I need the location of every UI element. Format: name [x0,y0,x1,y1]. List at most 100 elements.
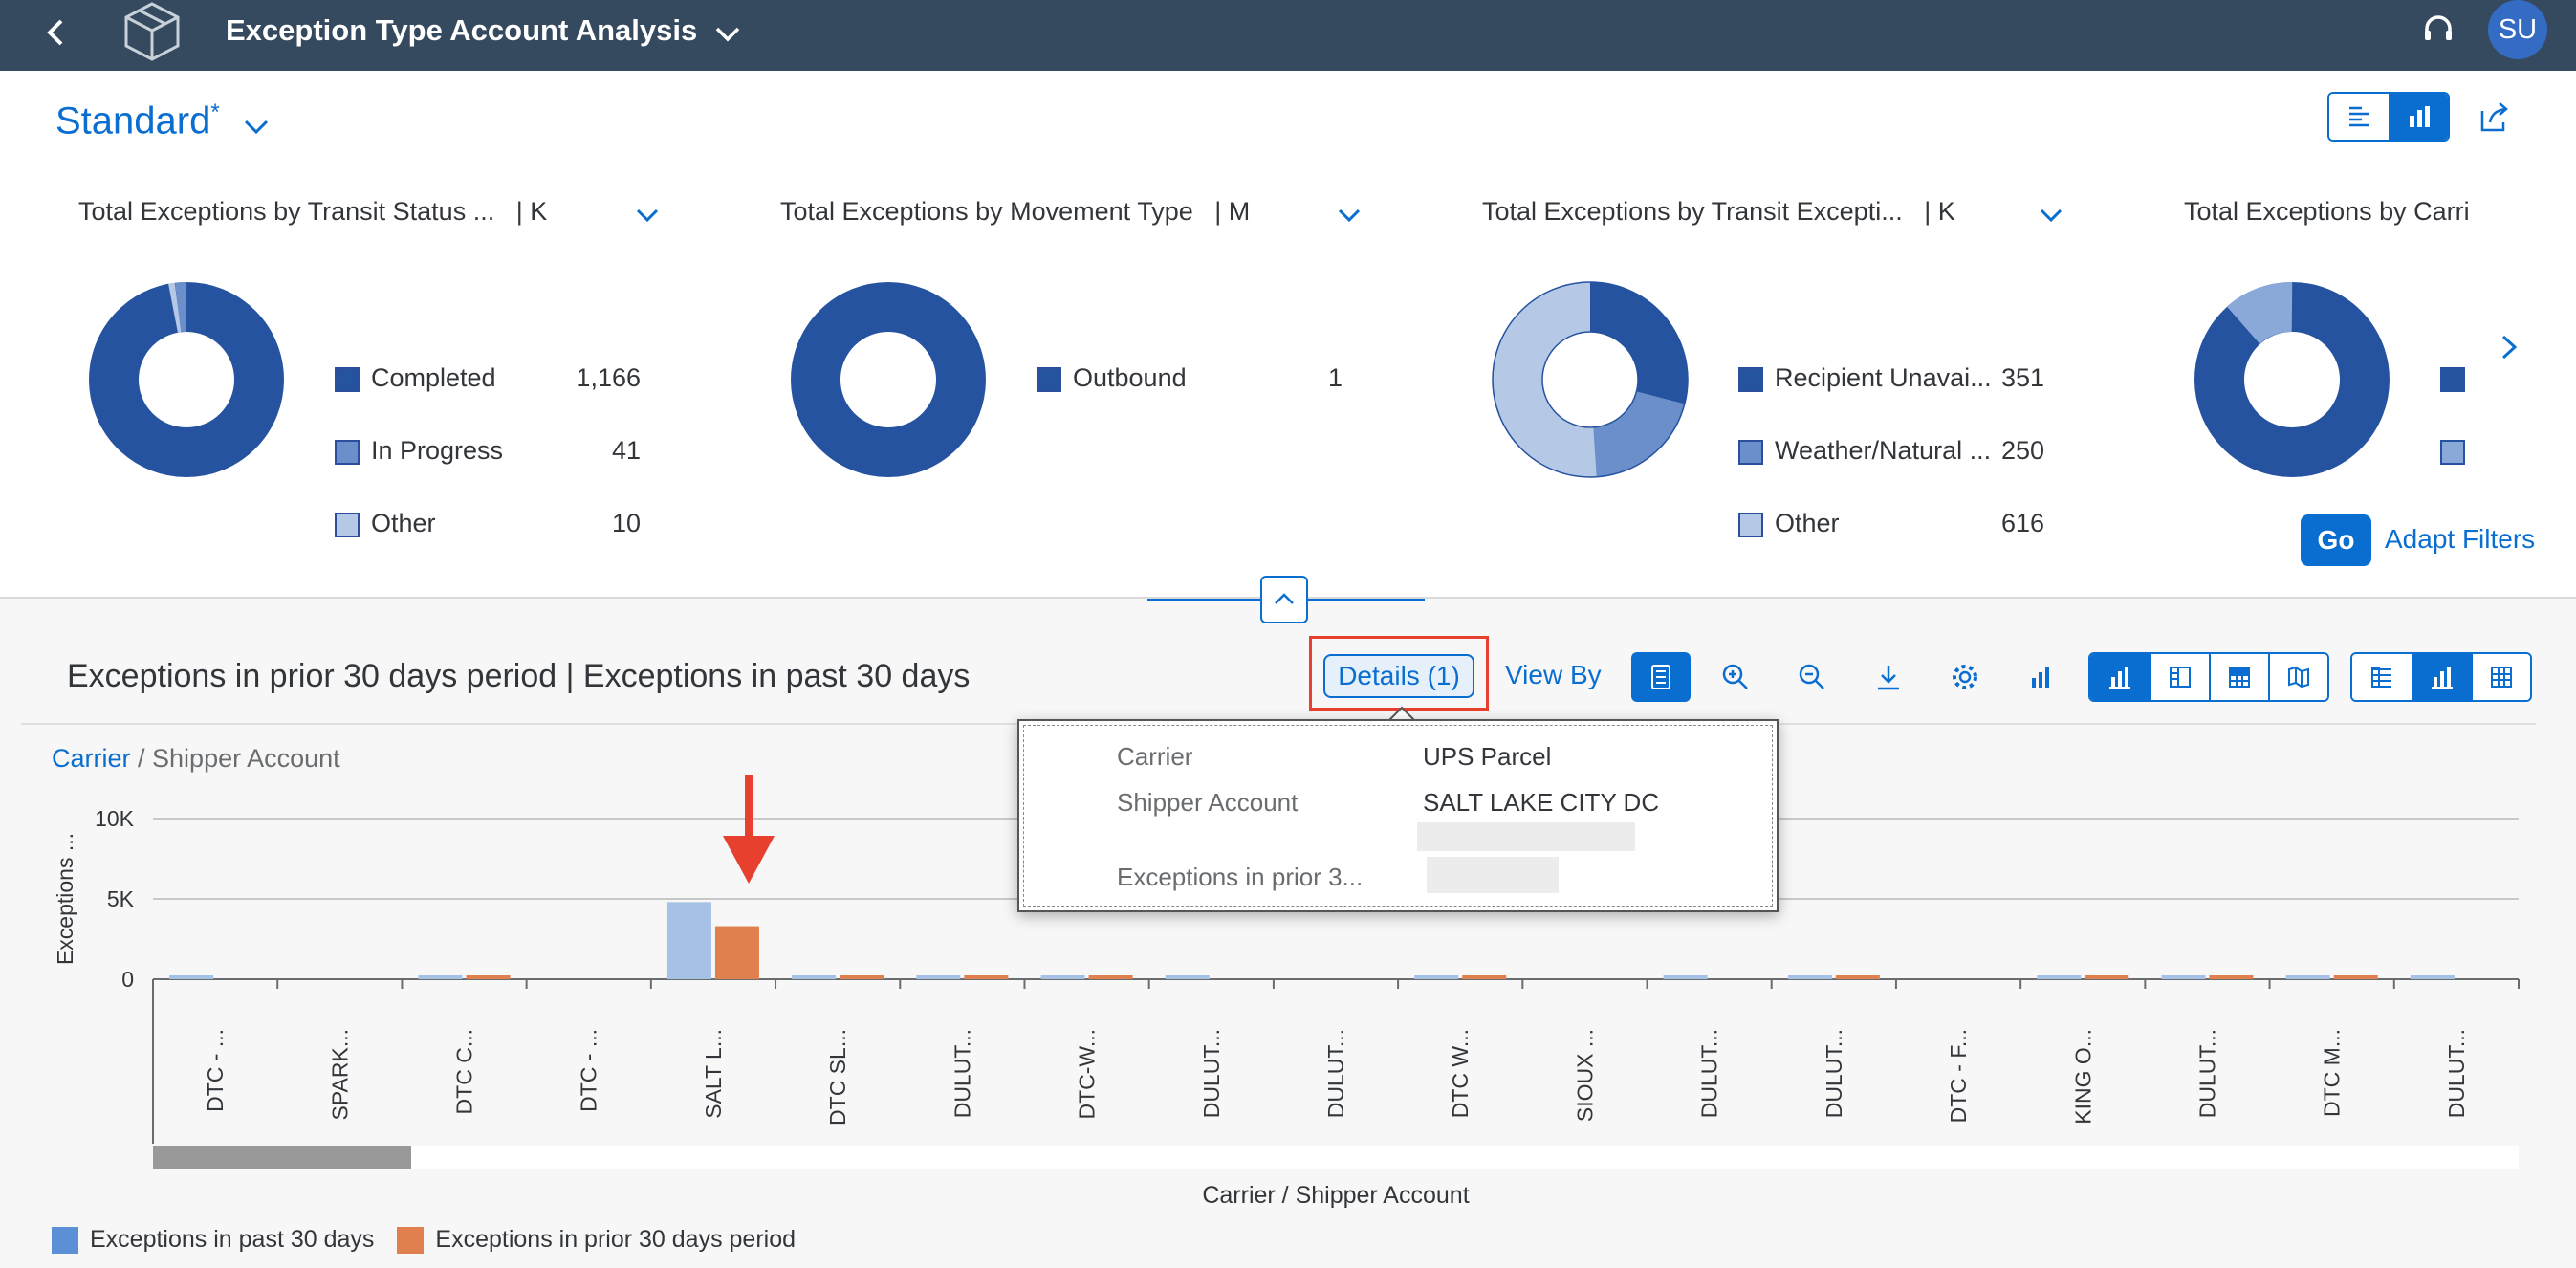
legend-value: 250 [2000,436,2044,465]
bar[interactable] [840,975,884,979]
table-view-button[interactable] [2352,654,2412,700]
bar[interactable] [169,975,214,979]
zoom-in-button[interactable] [1706,652,1765,702]
legend-value: 1 [1327,363,1343,392]
legend-item[interactable]: Other 616 [1738,507,2063,545]
go-button[interactable]: Go [2301,514,2371,566]
legend-label: Other [1775,509,1840,537]
donut-slice[interactable] [1588,282,1688,404]
legend-item[interactable]: Weather/Natural ... 250 [1738,434,2063,472]
legend-item[interactable]: In Progress 41 [335,434,660,472]
heatmap-icon [2229,667,2250,688]
column-chart-button[interactable] [2090,654,2150,700]
chevron-down-icon[interactable] [633,201,662,230]
app-title[interactable]: Exception Type Account Analysis [226,13,698,47]
adapt-filters-link[interactable]: Adapt Filters [2385,524,2536,554]
donut-slice[interactable] [2226,282,2293,345]
popover-value: SALT LAKE CITY DC [1423,788,1660,817]
heatmap-button[interactable] [2209,654,2268,700]
chevron-down-icon[interactable] [711,17,744,50]
download-button[interactable] [1859,652,1918,702]
legend-item[interactable]: Outbound 1 [1037,361,1362,400]
horizontal-scrollbar-thumb[interactable] [153,1146,411,1169]
bar[interactable] [964,975,1009,979]
bar[interactable] [666,902,711,979]
zoom-out-button[interactable] [1782,652,1842,702]
legend-item[interactable]: Exceptions in past 30 days [52,1226,374,1254]
bar[interactable] [1462,975,1507,979]
chevron-right-icon[interactable] [2492,323,2526,371]
donut-chart[interactable] [2192,279,2392,480]
legend-item[interactable]: Recipient Unavai... 351 [1738,361,2063,400]
legend-swatch [1738,440,1763,465]
donut-slice[interactable] [175,282,187,333]
horizontal-scrollbar-track[interactable] [153,1146,2519,1169]
legend-item[interactable]: Other 10 [335,507,660,545]
x-tick-label: DTC C... [452,1029,477,1114]
exceptions-bar-chart[interactable]: 0 5K 10K Exceptions ... DTC - ... SPARK... DTC… [0,784,2576,1224]
smart-filter-header: Standard* Total Exceptions by Transit St… [0,71,2576,599]
chevron-down-icon[interactable] [241,111,272,142]
card-title: Total Exceptions by Transit Status ... |… [78,197,548,226]
bar[interactable] [792,975,837,979]
collapse-header-button[interactable] [1260,576,1308,623]
visual-filter-card-movement-type[interactable]: Total Exceptions by Movement Type | M Ou… [780,197,1392,522]
bar[interactable] [2161,975,2206,979]
view-by-link[interactable]: View By [1505,660,1602,689]
bar[interactable] [2410,975,2455,979]
chart-type-button[interactable] [2012,652,2071,702]
legend-swatch [335,367,360,392]
donut-slice[interactable] [168,282,182,333]
y-tick-label: 5K [107,886,135,911]
bar[interactable] [916,975,961,979]
legend-item[interactable]: Exceptions in prior 30 days period [397,1226,796,1254]
chart-view-button[interactable] [2412,654,2471,700]
bar[interactable] [2209,975,2254,979]
legend-item[interactable]: Completed 1,166 [335,361,660,400]
visual-filter-card-transit-status[interactable]: Total Exceptions by Transit Status ... |… [78,197,690,537]
bar[interactable] [2085,975,2129,979]
bar[interactable] [2037,975,2082,979]
bar[interactable] [2333,975,2378,979]
breadcrumb-link-carrier[interactable]: Carrier [52,744,131,773]
redacted-value [1417,822,1635,851]
bar[interactable] [2285,975,2330,979]
bar[interactable] [1088,975,1133,979]
donut-chart[interactable] [1490,279,1691,480]
x-tick-label: DULUT... [2444,1029,2469,1118]
bar[interactable] [714,926,759,979]
bar[interactable] [1787,975,1832,979]
variant-management[interactable]: Standard* [55,99,220,142]
geo-map-button[interactable] [2268,654,2327,700]
share-icon[interactable] [2475,98,2513,136]
back-icon[interactable] [38,13,76,52]
bar[interactable] [1663,975,1708,979]
bar[interactable] [1414,975,1459,979]
chart-legend: Exceptions in past 30 days Exceptions in… [52,1226,819,1254]
table-split-button[interactable] [2150,654,2209,700]
avatar[interactable]: SU [2488,0,2547,59]
chart-variant-group [2088,652,2329,702]
settings-button[interactable] [1935,652,1995,702]
drilldown-button[interactable] [1631,652,1691,702]
bar[interactable] [1040,975,1085,979]
chevron-down-icon[interactable] [2037,201,2065,230]
visual-filter-card-transit-exception[interactable]: Total Exceptions by Transit Excepti... |… [1482,197,2094,537]
bar[interactable] [418,975,463,979]
visual-filter-button[interactable] [2389,94,2448,140]
donut-chart[interactable] [86,279,287,480]
donut-slice[interactable] [1592,390,1685,477]
chevron-down-icon[interactable] [1335,201,1364,230]
grid-view-button[interactable] [2471,654,2530,700]
donut-slice[interactable] [791,282,986,477]
compact-filter-button[interactable] [2329,94,2389,140]
legend-label: Outbound [1073,363,1187,392]
bar[interactable] [1165,975,1210,979]
visual-filter-card-carrier[interactable]: Total Exceptions by Carri [2184,197,2471,522]
legend-value: 41 [611,436,641,465]
donut-chart[interactable] [788,279,989,480]
bar[interactable] [1835,975,1880,979]
headset-icon[interactable] [2419,10,2457,48]
details-button[interactable]: Details (1) [1323,654,1474,698]
bar[interactable] [466,975,511,979]
